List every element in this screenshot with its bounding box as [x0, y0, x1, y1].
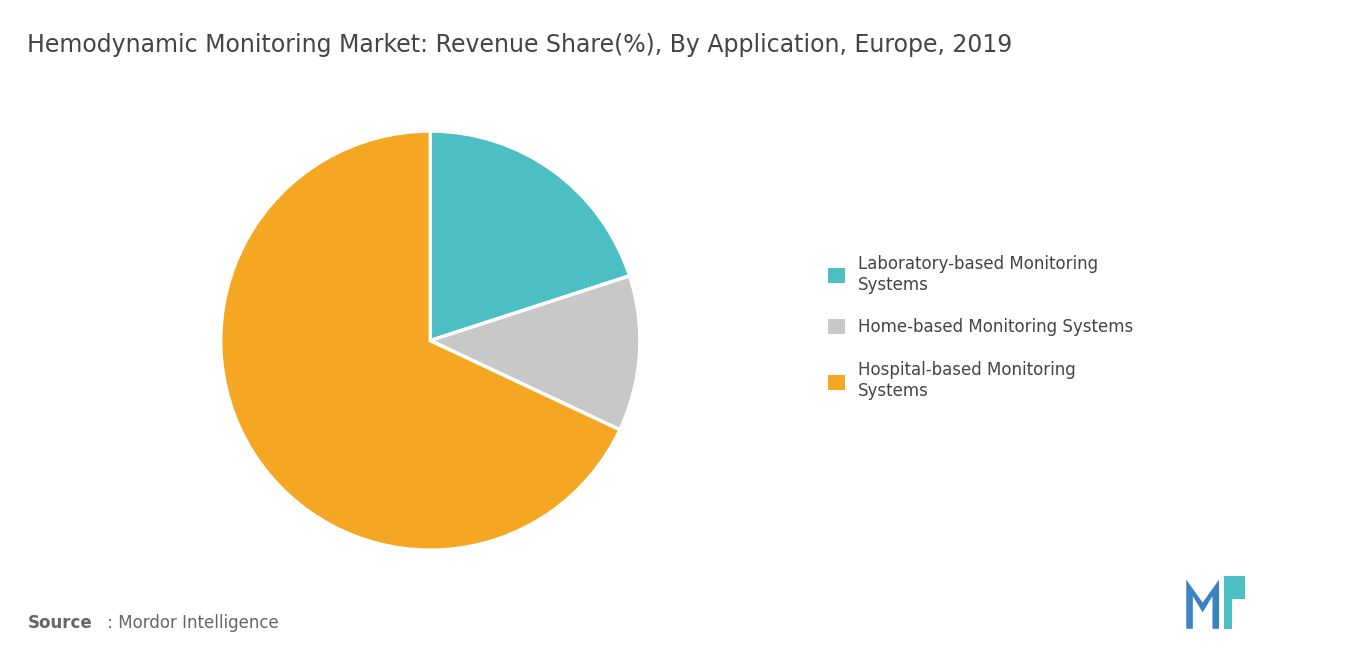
Text: Source: Source	[27, 614, 92, 632]
Legend: Laboratory-based Monitoring
Systems, Home-based Monitoring Systems, Hospital-bas: Laboratory-based Monitoring Systems, Hom…	[828, 255, 1134, 400]
Polygon shape	[1224, 576, 1246, 629]
Wedge shape	[221, 131, 620, 550]
Text: Hemodynamic Monitoring Market: Revenue Share(%), By Application, Europe, 2019: Hemodynamic Monitoring Market: Revenue S…	[27, 33, 1012, 57]
Text: : Mordor Intelligence: : Mordor Intelligence	[102, 614, 279, 632]
Wedge shape	[430, 276, 639, 430]
Polygon shape	[1186, 580, 1218, 629]
Wedge shape	[430, 131, 630, 341]
